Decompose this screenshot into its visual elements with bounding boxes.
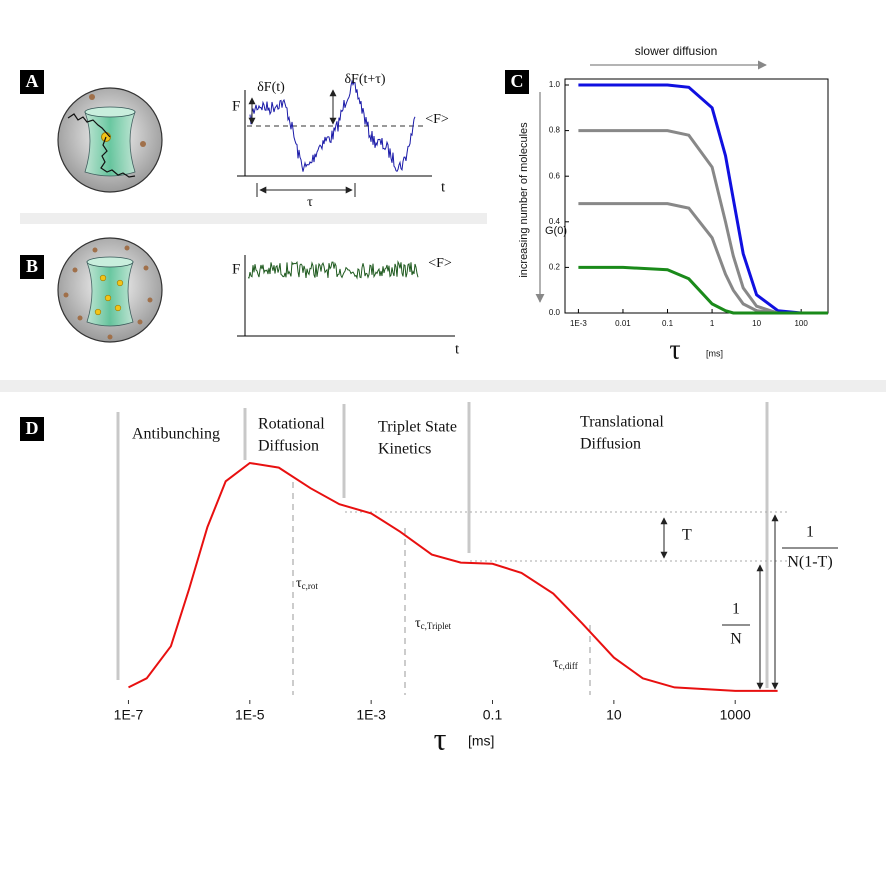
axis-label: F	[232, 98, 240, 114]
annotation: 1	[806, 524, 814, 541]
annotation: N	[730, 631, 742, 648]
x-tick-label: 10	[752, 319, 761, 328]
curve	[128, 461, 778, 692]
x-tick-label: 1E-3	[570, 319, 587, 328]
y-tick-label: 0.8	[549, 126, 561, 135]
panel-label: C	[511, 71, 524, 91]
axis-unit: [ms]	[706, 348, 723, 358]
annotation: slower diffusion	[635, 44, 718, 58]
axis-label: G(0)	[545, 225, 567, 237]
separator	[0, 380, 886, 392]
annotation: δF(t)	[257, 80, 285, 95]
tau-subscript: c,diff	[559, 661, 578, 671]
x-tick-label: 0.1	[662, 319, 674, 328]
plot-frame	[564, 78, 829, 314]
axis-label: F	[232, 261, 240, 277]
x-tick-label: 0.01	[615, 319, 631, 328]
x-tick-label: 100	[794, 319, 808, 328]
badge	[505, 70, 529, 94]
tau-symbol: τ	[296, 576, 302, 591]
x-tick-label: 1	[710, 319, 715, 328]
x-tick-label: 1E-5	[235, 707, 265, 723]
badge	[20, 255, 44, 279]
tau-symbol: τ	[415, 616, 421, 631]
trace	[247, 260, 419, 280]
annotation: <F>	[428, 256, 452, 271]
annotation: T	[682, 527, 692, 544]
tau-subscript: c,rot	[302, 581, 319, 591]
curve	[578, 83, 828, 315]
y-tick-label: 0.2	[549, 263, 561, 272]
curve	[578, 202, 828, 315]
tau-subscript: c,Triplet	[421, 621, 452, 631]
y-tick-label: 0.6	[549, 171, 561, 180]
annotation: <F>	[425, 112, 449, 127]
tau-lines	[292, 482, 591, 695]
x-tick-label: 10	[606, 707, 622, 723]
annotation: τ	[307, 195, 313, 210]
region-label: Antibunching	[132, 426, 220, 443]
panel-label: B	[26, 256, 38, 276]
region-label: Triplet State	[378, 419, 457, 436]
x-tick-label: 0.1	[483, 707, 503, 723]
region-label: Diffusion	[258, 438, 319, 455]
axis-label: τ	[669, 334, 680, 365]
tau-label: τc,diff	[553, 656, 578, 671]
cell-a	[57, 87, 163, 193]
trace	[249, 79, 416, 173]
panel-label: A	[26, 71, 39, 91]
y-tick-label: 0.4	[549, 217, 561, 226]
curve	[578, 265, 828, 315]
y-tick-label: 1.0	[549, 80, 561, 89]
annotation: N(1-T)	[787, 554, 832, 571]
tau-symbol: τ	[553, 656, 559, 671]
annotation: δF(t+τ)	[344, 72, 385, 87]
region-label: Diffusion	[580, 436, 641, 453]
y-tick-label: 0.0	[549, 308, 561, 317]
curve	[578, 129, 828, 315]
panel-label: D	[26, 418, 39, 438]
x-tick-label: 1000	[720, 707, 751, 723]
badge	[20, 70, 44, 94]
cell-b	[57, 237, 163, 343]
tau-label: τc,rot	[296, 576, 318, 591]
axis-label: τ	[434, 720, 447, 756]
tau-label: τc,Triplet	[415, 616, 452, 631]
region-label: Kinetics	[378, 441, 431, 458]
dividers	[116, 402, 769, 688]
level-lines	[345, 511, 790, 562]
badge	[20, 417, 44, 441]
axis-label: t	[441, 179, 446, 195]
x-tick-label: 1E-7	[114, 707, 144, 723]
axis-label: increasing number of molecules	[518, 122, 530, 278]
x-tick-label: 1E-3	[356, 707, 386, 723]
region-label: Rotational	[258, 416, 325, 433]
axis-label: t	[455, 341, 460, 357]
axis-unit: [ms]	[468, 733, 494, 749]
annotation: 1	[732, 601, 740, 618]
separator	[20, 213, 487, 224]
region-label: Translational	[580, 414, 664, 431]
